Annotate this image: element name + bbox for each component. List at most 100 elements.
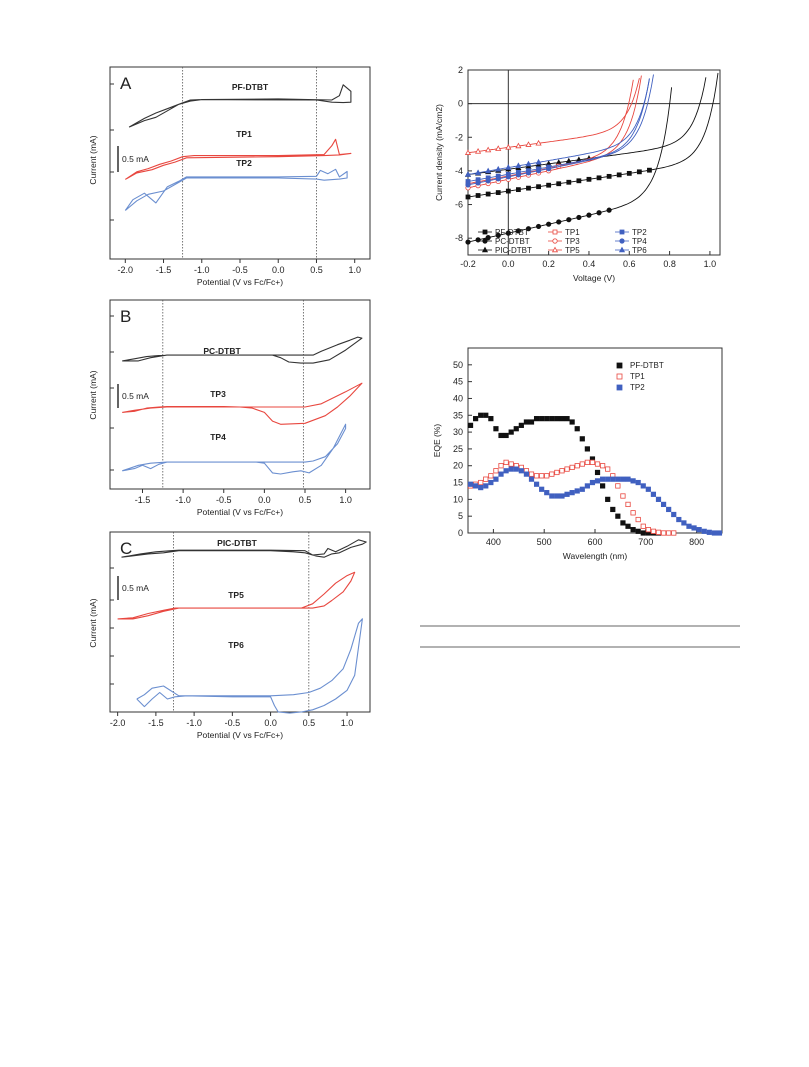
- data-point: [525, 170, 532, 176]
- x-axis-label: Potential (V vs Fc/Fc+): [197, 507, 283, 517]
- data-point: [660, 530, 667, 536]
- series-label: TP2: [236, 158, 252, 168]
- data-point: [498, 471, 504, 477]
- data-point: [605, 466, 611, 472]
- data-point: [544, 473, 550, 479]
- legend-label: PF-DTBT: [495, 228, 529, 237]
- data-point: [546, 221, 552, 227]
- data-point: [503, 459, 509, 465]
- y-tick-label: 45: [453, 377, 463, 387]
- legend-item: TP3: [548, 237, 580, 246]
- data-point: [533, 481, 540, 487]
- data-point: [464, 149, 472, 155]
- data-point: [546, 166, 552, 172]
- data-point: [515, 228, 522, 234]
- jv-series-tp4: [465, 74, 654, 188]
- x-tick-label: 1.0: [339, 495, 352, 505]
- data-point: [605, 496, 611, 502]
- x-tick-label: 400: [486, 537, 501, 547]
- data-point: [600, 463, 606, 469]
- data-point: [635, 479, 641, 486]
- data-point: [526, 185, 531, 191]
- data-point: [589, 459, 596, 465]
- y-tick-label: 2: [458, 65, 463, 75]
- data-point: [525, 160, 532, 167]
- data-point: [615, 476, 621, 482]
- data-point: [671, 511, 677, 518]
- data-point: [640, 523, 646, 529]
- data-point: [594, 469, 601, 476]
- data-point: [554, 416, 560, 422]
- data-point: [579, 486, 585, 492]
- data-point: [528, 419, 535, 425]
- jv-series-pic-dtbt: [464, 77, 707, 177]
- data-point: [513, 466, 519, 472]
- cv-trace-tp2: [124, 168, 348, 211]
- legend-item: PC-DTBT: [478, 237, 530, 246]
- data-point: [495, 165, 502, 172]
- data-point: [515, 172, 522, 178]
- data-point: [606, 207, 612, 213]
- legend-item: TP1: [616, 372, 645, 381]
- x-tick-label: -2.0: [110, 718, 126, 728]
- scale-bar-label: 0.5 mA: [122, 154, 149, 164]
- legend-label: TP5: [565, 246, 580, 255]
- data-point: [586, 212, 592, 218]
- panel-label: C: [120, 539, 132, 558]
- data-point: [525, 226, 532, 232]
- x-tick-label: -1.5: [156, 265, 172, 275]
- cv-trace-pf-dtbt: [128, 84, 352, 128]
- cv-trace-tp4: [122, 423, 347, 475]
- data-point: [630, 478, 636, 484]
- data-point: [615, 483, 621, 489]
- data-point: [536, 184, 541, 190]
- data-point: [630, 510, 636, 516]
- data-point: [551, 246, 559, 253]
- data-point: [566, 179, 572, 185]
- data-point: [566, 217, 572, 223]
- x-tick-label: 0.2: [542, 259, 555, 269]
- data-point: [518, 422, 524, 428]
- cvA-panel: -2.0 -1.5 -1.0 -0.5 0.0 0.5 1.0 Potential (V vs…: [88, 66, 371, 287]
- y-axis-label: EQE (%): [432, 424, 442, 458]
- data-point: [535, 223, 542, 230]
- x-tick-label: -0.2: [460, 259, 476, 269]
- data-point: [539, 486, 545, 492]
- legend-label: TP1: [630, 372, 645, 381]
- y-tick-label: 10: [453, 494, 463, 504]
- data-point: [618, 246, 626, 253]
- data-point: [564, 466, 570, 472]
- data-point: [600, 476, 606, 482]
- data-point: [620, 476, 626, 482]
- data-point: [485, 178, 491, 184]
- legend-marker: [616, 384, 623, 391]
- eqe-panel: 400 500 600 700 800 0 5 10 15 20 25 30 35 40 45 50 Wavel…: [432, 347, 723, 561]
- x-axis-label: Wavelength (nm): [563, 551, 628, 561]
- legend-label: TP6: [632, 246, 647, 255]
- data-point: [493, 476, 499, 482]
- x-tick-label: 600: [587, 537, 602, 547]
- plot-frame: [109, 531, 371, 713]
- data-point: [626, 170, 632, 176]
- cv-trace-pc-dtbt: [122, 336, 363, 364]
- data-point: [525, 141, 532, 147]
- y-tick-label: 40: [453, 393, 463, 403]
- data-point: [495, 176, 501, 182]
- data-point: [576, 214, 582, 221]
- data-point: [606, 173, 612, 179]
- data-point: [475, 193, 481, 198]
- data-point: [620, 520, 626, 526]
- cv-trace-pic-dtbt: [121, 539, 367, 558]
- data-point: [619, 229, 625, 235]
- data-point: [495, 232, 501, 238]
- x-tick-label: -0.5: [225, 718, 241, 728]
- data-point: [554, 493, 560, 499]
- data-point: [516, 187, 521, 193]
- data-point: [482, 229, 488, 235]
- legend-item: TP2: [616, 383, 645, 392]
- y-axis-label: Current (mA): [88, 135, 98, 184]
- y-tick-label: 50: [453, 360, 463, 370]
- data-point: [706, 529, 712, 535]
- plot-frame: [467, 347, 723, 534]
- x-tick-label: 0.5: [303, 718, 316, 728]
